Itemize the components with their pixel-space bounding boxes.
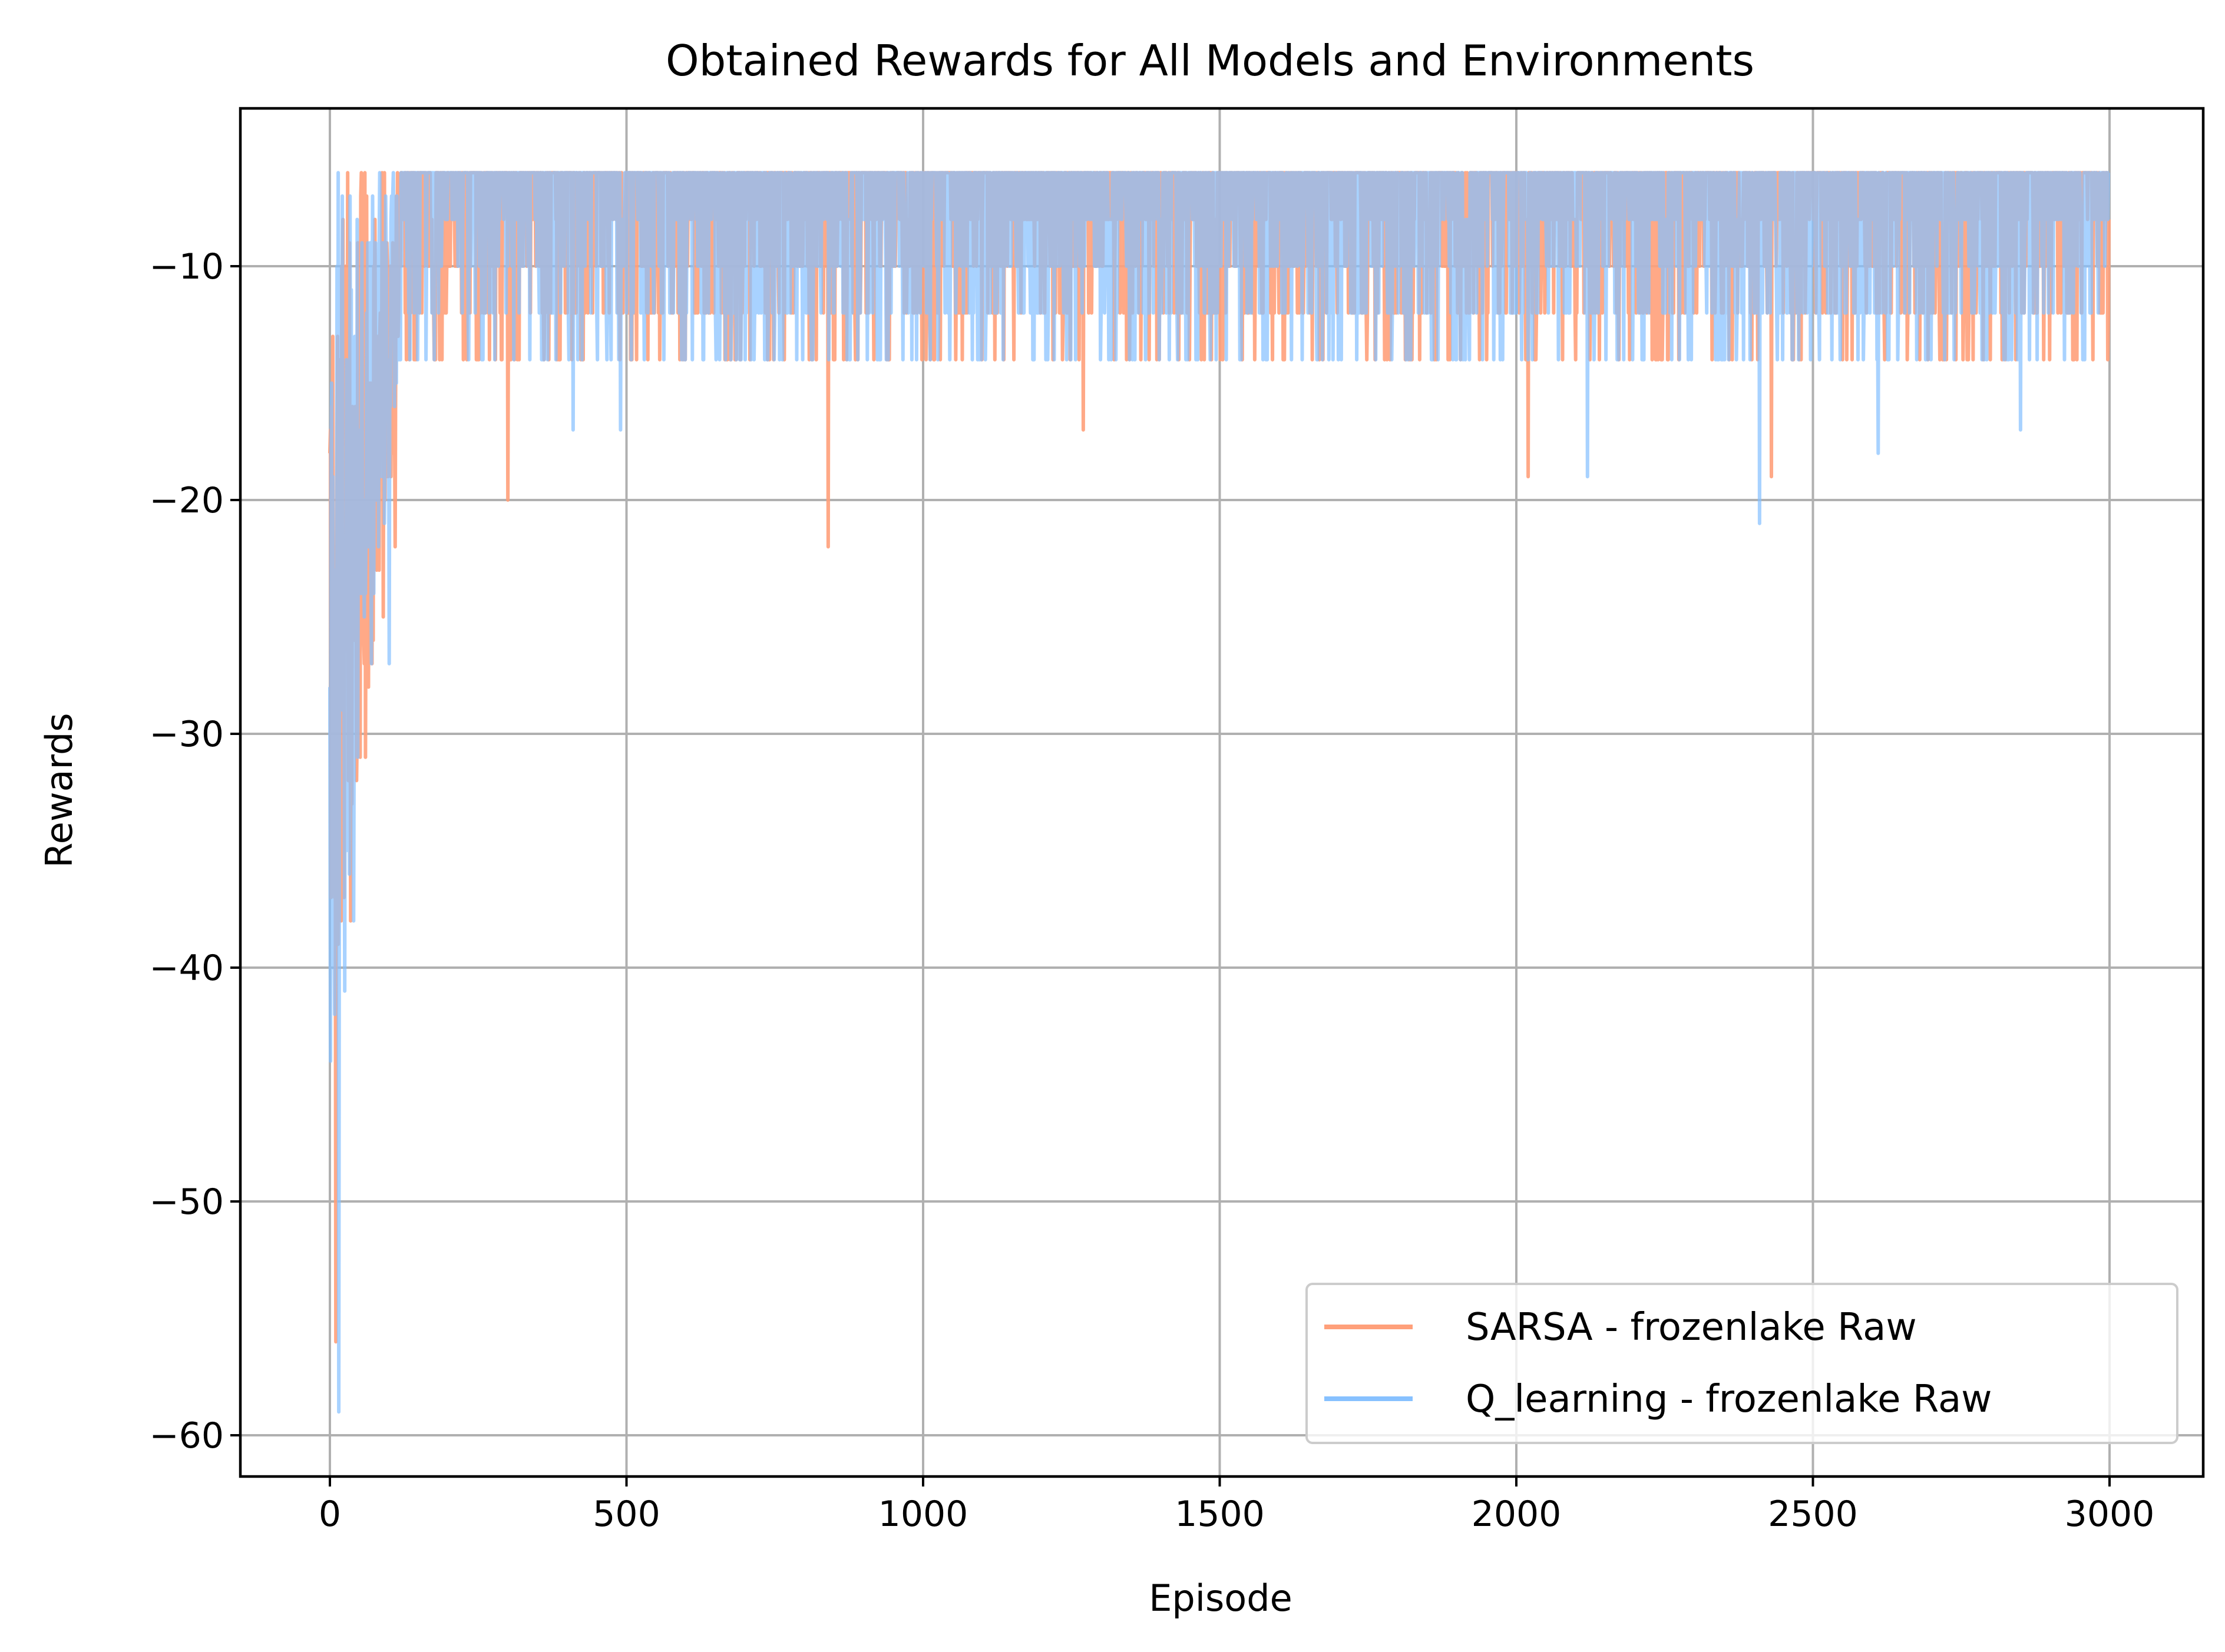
x-tick-label: 500: [593, 1494, 660, 1535]
legend: SARSA - frozenlake Raw Q_learning - froz…: [1305, 1283, 2178, 1444]
series-layer: [328, 171, 2111, 1414]
x-tick-label: 1500: [1175, 1494, 1265, 1535]
legend-label-sarsa: SARSA - frozenlake Raw: [1466, 1306, 1917, 1349]
y-tick-label: −60: [149, 1415, 224, 1456]
x-tick-label: 3000: [2065, 1494, 2155, 1535]
legend-label-q-learning: Q_learning - frozenlake Raw: [1466, 1378, 1992, 1421]
y-tick-label: −40: [149, 948, 224, 989]
y-axis-label: Rewards: [38, 713, 81, 868]
y-axis-ticks: −60 −50 −40 −30 −20 −10: [149, 246, 240, 1456]
x-tick-label: 0: [319, 1494, 341, 1535]
y-tick-label: −50: [149, 1181, 224, 1223]
x-tick-label: 2500: [1768, 1494, 1858, 1535]
x-axis-ticks: 0 500 1000 1500 2000 2500 3000: [319, 1476, 2154, 1535]
y-tick-label: −20: [149, 480, 224, 521]
x-axis-label: Episode: [1149, 1577, 1292, 1620]
chart-title: Obtained Rewards for All Models and Envi…: [666, 36, 1754, 85]
x-tick-label: 2000: [1472, 1494, 1562, 1535]
x-tick-label: 1000: [878, 1494, 968, 1535]
series-line-1: [328, 171, 2110, 1414]
y-tick-label: −10: [149, 246, 224, 287]
plot-frame: [239, 107, 2205, 1478]
legend-box: [1305, 1283, 2178, 1444]
y-tick-label: −30: [149, 714, 224, 755]
